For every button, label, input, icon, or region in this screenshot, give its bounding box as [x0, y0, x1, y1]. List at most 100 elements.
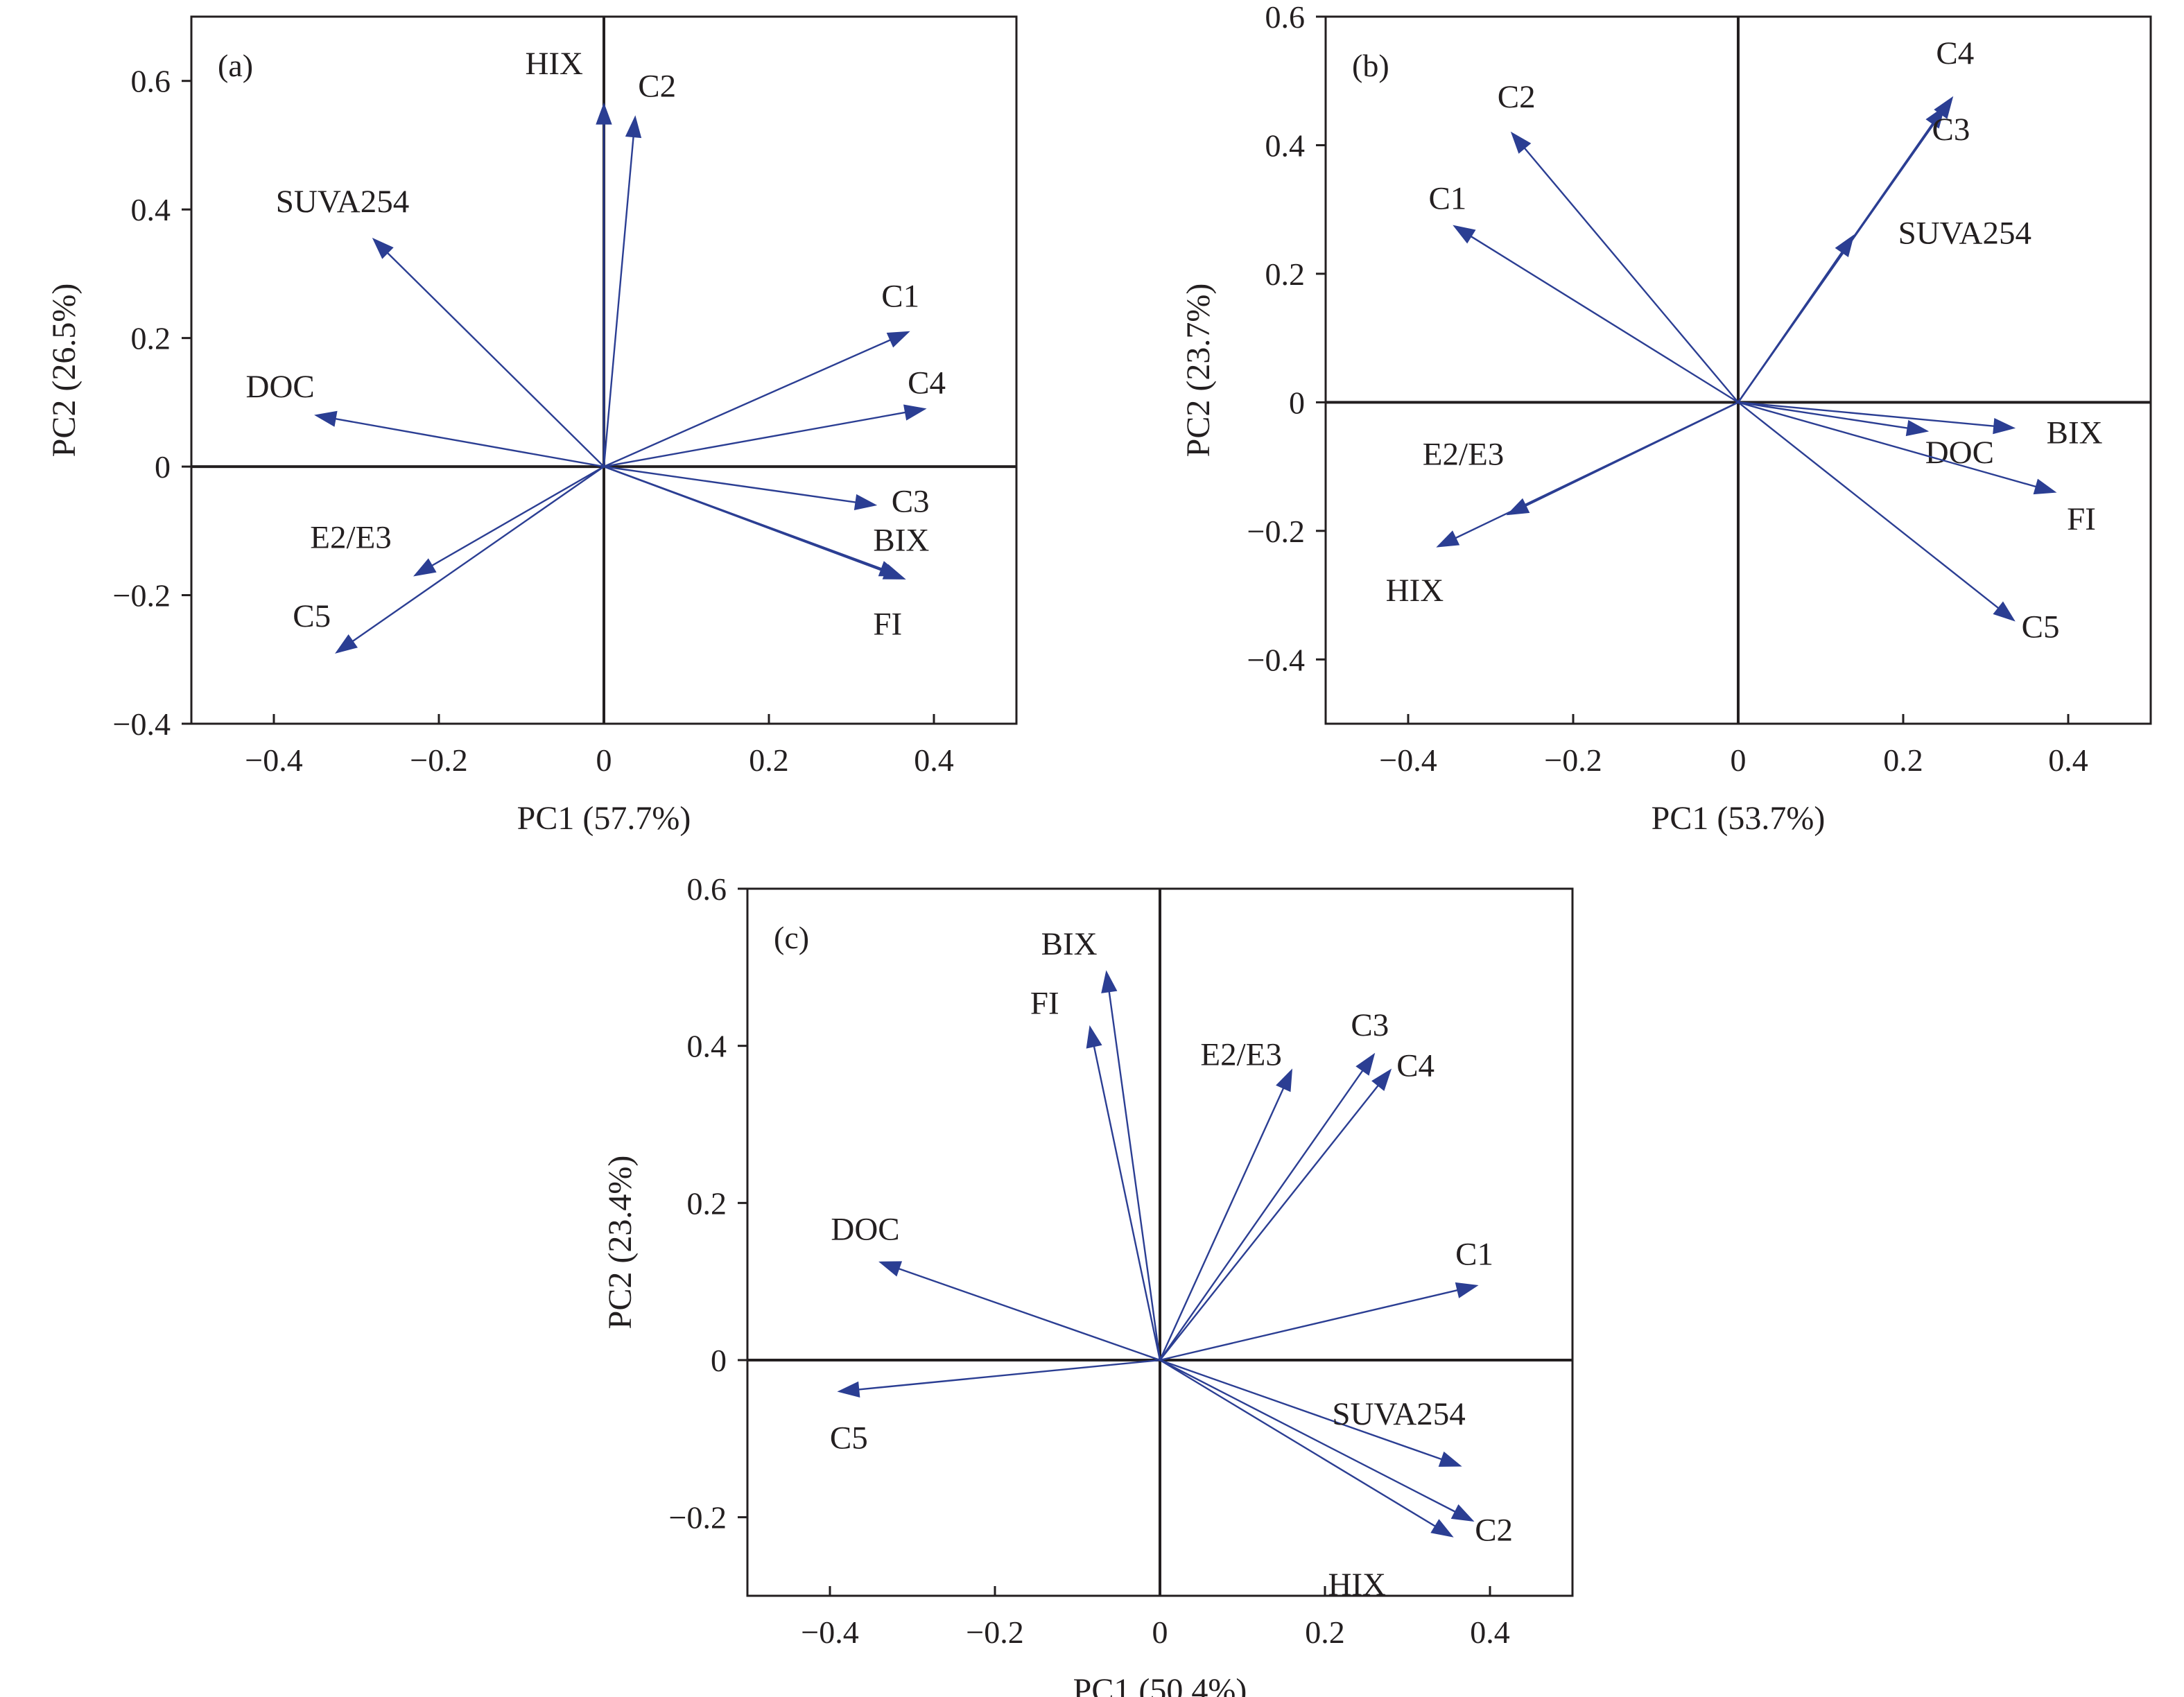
panel-c: −0.4 −0.2 0 0.2 0.4 −0.2 0 0.2 0.4 0.6 PC1 (50.4%)…	[602, 871, 1574, 1697]
arrow-head-c1-c	[1455, 1282, 1479, 1298]
arrow-head-e2-e3-a	[413, 558, 437, 577]
x-axis-title-c: PC1 (50.4%)	[1073, 1672, 1247, 1697]
panel-a: −0.4 −0.2 0 0.2 0.4 −0.4 −0.2 0 0.2 0.4 0.6 PC1 (57…	[46, 15, 1018, 837]
x-tick-label-b: −0.2	[1544, 742, 1602, 778]
arrow-head-fi-c	[1086, 1025, 1102, 1049]
x-tick-label-b: −0.4	[1379, 742, 1437, 778]
panel-label-b: (b)	[1352, 48, 1389, 83]
variable-label-c4-c: C4	[1396, 1048, 1435, 1084]
loading-vector-c4-c	[1159, 1085, 1379, 1361]
panel-label-c: (c)	[774, 920, 809, 955]
variable-label-c2-c: C2	[1475, 1512, 1513, 1548]
loading-vector-fi-a	[603, 465, 886, 573]
loading-vector-c2-c	[1159, 1359, 1456, 1513]
variable-label-c3-a: C3	[892, 484, 930, 520]
variable-label-hix-c: HIX	[1328, 1567, 1386, 1603]
x-tick-label-b: 0.4	[2048, 742, 2088, 778]
variable-label-c1-b: C1	[1428, 180, 1466, 216]
x-tick-label-b: 0.2	[1883, 742, 1923, 778]
y-tick-label-b: −0.4	[1247, 642, 1305, 677]
variable-label-c4-a: C4	[908, 365, 946, 401]
variable-label-c4-b: C4	[1936, 35, 1974, 71]
x-tick-label-c: 0.2	[1305, 1615, 1345, 1650]
loading-vector-suva254-c	[1159, 1359, 1442, 1461]
arrow-head-c4-a	[903, 404, 927, 421]
arrow-head-c5-b	[1993, 601, 2016, 622]
loading-vector-c5-c	[858, 1359, 1161, 1391]
x-tick-label-a: −0.2	[410, 742, 467, 778]
loading-vector-doc-c	[899, 1268, 1161, 1361]
arrow-head-c4-c	[1371, 1068, 1392, 1091]
arrow-head-c3-a	[853, 494, 878, 511]
arrow-head-suva254-b	[1835, 234, 1855, 258]
x-tick-label-c: 0.4	[1470, 1615, 1510, 1650]
variable-label-hix-a: HIX	[525, 46, 583, 82]
x-axis-title-a: PC1 (57.7%)	[517, 800, 691, 837]
loading-vector-c5-b	[1737, 401, 1999, 609]
y-tick-label-c: 0.4	[687, 1029, 727, 1064]
y-tick-label-a: 0.4	[131, 192, 171, 227]
x-tick-label-a: −0.4	[245, 742, 302, 778]
loading-vector-c4-a	[603, 411, 905, 468]
x-tick-label-c: 0	[1152, 1615, 1168, 1650]
y-tick-label-c: 0.6	[687, 871, 727, 907]
variable-label-suva254-c: SUVA254	[1332, 1396, 1465, 1432]
arrow-head-doc-b	[1905, 419, 1930, 437]
variable-label-c1-c: C1	[1455, 1236, 1493, 1272]
loading-vector-hix-b	[1455, 401, 1739, 539]
arrow-head-c5-a	[335, 634, 358, 654]
arrow-head-c1-b	[1453, 225, 1476, 244]
variable-label-hix-b: HIX	[1386, 573, 1444, 609]
loading-vector-c1-b	[1471, 236, 1739, 403]
y-axis-title-b: PC2 (23.7%)	[1180, 284, 1217, 458]
loading-vector-c2-b	[1524, 148, 1739, 403]
loading-vector-doc-a	[335, 417, 605, 468]
arrow-head-bix-b	[1993, 417, 2016, 435]
arrow-head-fi-b	[2033, 478, 2057, 495]
variable-label-doc-c: DOC	[831, 1211, 899, 1247]
loading-vector-c1-a	[603, 339, 891, 468]
y-axis-title-c: PC2 (23.4%)	[602, 1156, 639, 1330]
x-tick-label-a: 0.4	[914, 742, 954, 778]
variable-label-fi-a: FI	[873, 606, 902, 642]
loading-vector-e2-e3-c	[1159, 1088, 1285, 1361]
arrow-head-c3-b	[1925, 105, 1945, 129]
x-tick-label-c: −0.2	[966, 1615, 1023, 1650]
variable-label-fi-b: FI	[2067, 501, 2096, 537]
variable-label-bix-c: BIX	[1041, 926, 1098, 962]
variable-label-c5-c: C5	[830, 1420, 868, 1456]
y-tick-label-a: −0.4	[113, 706, 171, 742]
arrow-head-c2-b	[1510, 131, 1532, 154]
variable-label-c1-a: C1	[881, 278, 919, 314]
loading-vector-suva254-a	[387, 252, 605, 467]
variable-label-fi-c: FI	[1030, 985, 1059, 1021]
y-tick-label-c: 0.2	[687, 1185, 727, 1221]
variable-label-c3-c: C3	[1351, 1007, 1389, 1043]
loading-vector-suva254-b	[1737, 252, 1843, 403]
y-tick-label-b: 0.6	[1265, 0, 1306, 35]
y-tick-label-b: −0.2	[1247, 514, 1305, 549]
loading-vector-c5-a	[352, 466, 605, 642]
arrow-head-e2-e3-c	[1276, 1068, 1293, 1093]
arrow-head-c2-c	[1450, 1504, 1475, 1522]
x-tick-label-c: −0.4	[801, 1615, 858, 1650]
x-tick-label-a: 0	[596, 742, 612, 778]
loading-vector-c3-a	[603, 465, 856, 503]
y-tick-label-a: 0	[155, 449, 171, 485]
arrow-head-c1-a	[886, 331, 910, 348]
arrow-head-hix-a	[596, 102, 612, 125]
arrow-head-suva254-c	[1438, 1451, 1462, 1467]
arrow-head-c3-c	[1355, 1052, 1376, 1076]
y-tick-label-b: 0.2	[1265, 256, 1306, 292]
variable-label-doc-a: DOC	[246, 369, 315, 405]
variable-label-c2-b: C2	[1498, 79, 1536, 115]
y-axis-title-a: PC2 (26.5%)	[46, 284, 83, 458]
variable-label-e2-e3-c: E2/E3	[1200, 1037, 1281, 1073]
loading-vector-fi-c	[1093, 1046, 1161, 1361]
loading-vector-bix-b	[1737, 401, 1994, 427]
y-tick-label-c: 0	[711, 1343, 727, 1378]
loading-vector-c3-c	[1159, 1070, 1364, 1361]
arrow-head-bix-c	[1101, 970, 1118, 993]
arrow-head-doc-a	[314, 410, 338, 427]
